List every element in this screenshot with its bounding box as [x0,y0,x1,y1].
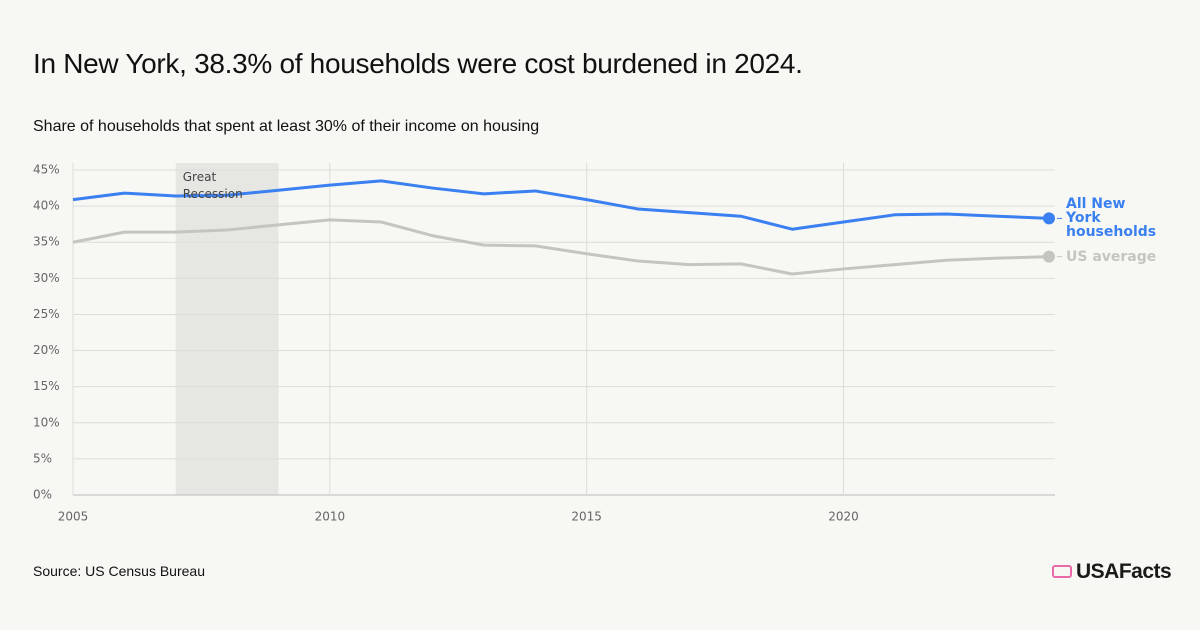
legend-label: US average [1066,248,1157,265]
y-tick-label: 40% [33,199,60,213]
y-tick-label: 0% [33,488,52,502]
legend-label: All New York households [1066,196,1157,241]
shaded-region [175,163,279,495]
y-tick-label: 25% [33,307,60,321]
x-tick-label: 2015 [571,510,602,524]
annotation: Great Recession [182,170,243,201]
y-tick-label: 35% [33,235,60,249]
source: Source: US Census Bureau [33,563,205,579]
y-tick-label: 45% [33,163,60,177]
y-tick-label: 15% [33,379,60,393]
y-tick-label: 30% [33,271,60,285]
chart-title: In New York, 38.3% of households were co… [33,48,803,79]
y-tick-label: 5% [33,451,52,465]
y-tick-label: 20% [33,343,60,357]
series-line [72,179,1050,231]
x-tick-label: 2010 [315,510,346,524]
end-marker [1043,250,1055,263]
x-tick-label: 2020 [828,510,859,524]
series-line [72,218,1050,276]
brand-icon [1052,565,1072,578]
chart-subtitle: Share of households that spent at least … [33,118,540,135]
x-tick-label: 2005 [58,510,89,524]
y-tick-label: 10% [33,415,60,429]
brand-logo: USAFacts [1076,560,1172,583]
end-marker [1043,212,1055,225]
